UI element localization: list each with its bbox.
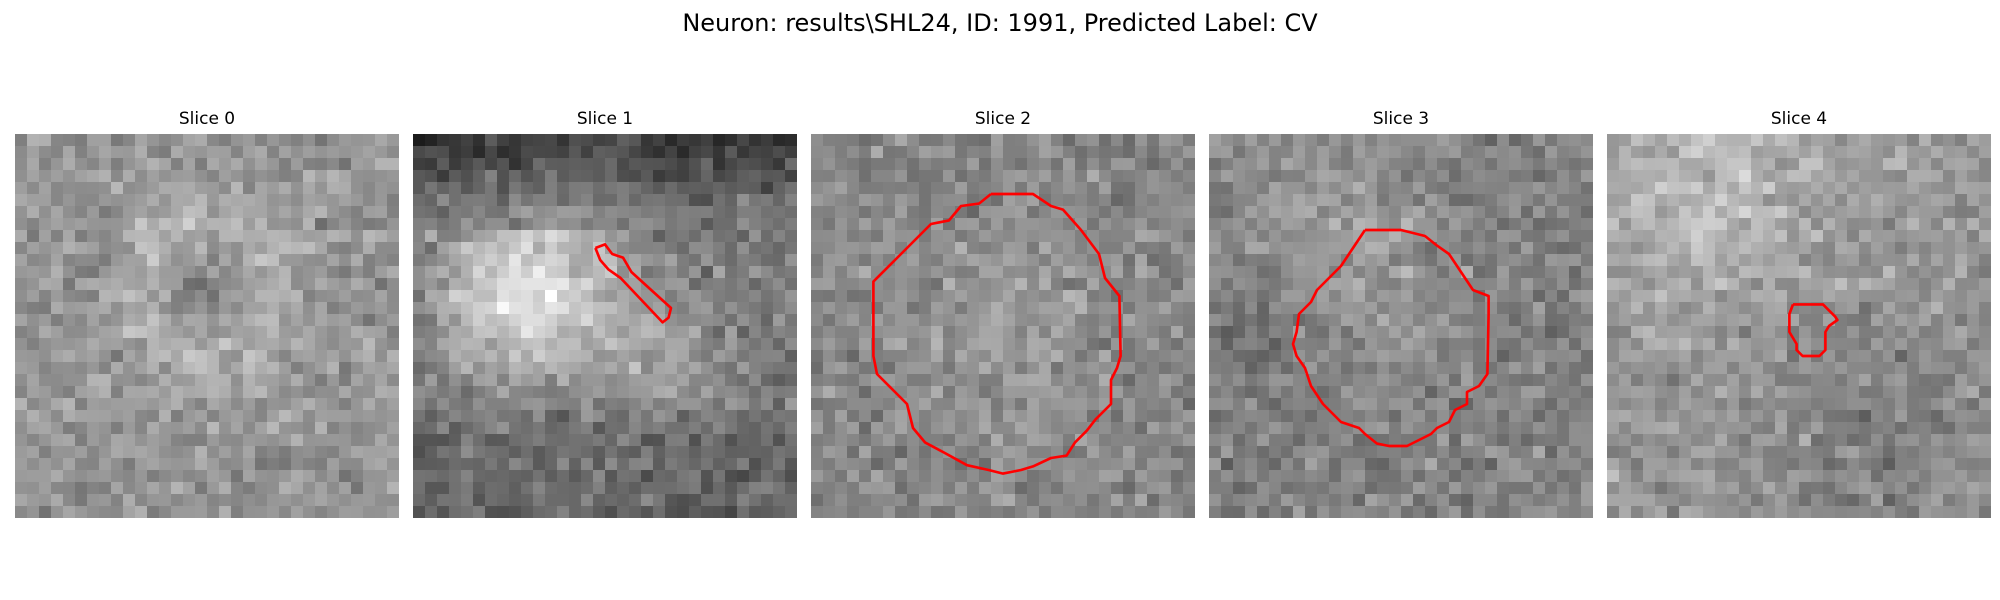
slice-contour-overlay [1291, 228, 1490, 448]
slice-panel-0: Slice 0 [15, 108, 399, 518]
slice-title: Slice 1 [576, 109, 634, 129]
slice-contour-overlay [1788, 303, 1839, 358]
slice-image [811, 134, 1195, 518]
contour-outline [1788, 303, 1839, 358]
slice-panel-1: Slice 1 [413, 108, 797, 518]
figure-title: Neuron: results\SHL24, ID: 1991, Predict… [682, 9, 1318, 37]
contour-outline [594, 243, 673, 324]
slice-title: Slice 4 [1770, 109, 1828, 129]
slice-image [413, 134, 797, 518]
slice-image [1209, 134, 1593, 518]
slice-title: Slice 3 [1372, 109, 1430, 129]
slice-panel-4: Slice 4 [1607, 108, 1991, 518]
slice-title: Slice 0 [178, 109, 236, 129]
slice-title: Slice 2 [974, 109, 1032, 129]
slice-contour-overlay [594, 243, 673, 324]
slice-image [15, 134, 399, 518]
slice-image [1607, 134, 1991, 518]
slice-contour-overlay [15, 134, 399, 518]
slice-panel-2: Slice 2 [811, 108, 1195, 518]
slice-contour-overlay [872, 192, 1122, 475]
contour-outline [872, 192, 1122, 475]
contour-outline [1291, 228, 1490, 448]
slice-panel-3: Slice 3 [1209, 108, 1593, 518]
